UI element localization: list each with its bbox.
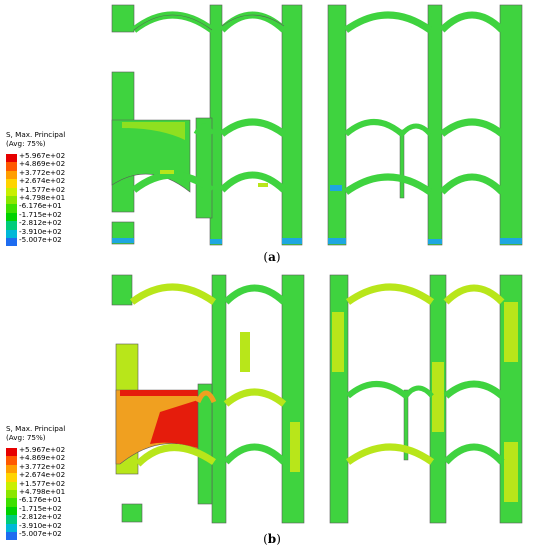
legend-swatch xyxy=(6,506,17,516)
legend-swatch xyxy=(6,489,17,499)
legend-swatch xyxy=(6,162,17,171)
panel-b: S, Max. Principal (Avg: 75%) +5.967e+02 +… xyxy=(0,272,544,550)
legend-swatch xyxy=(6,531,17,541)
legend-value: -2.812e+02 xyxy=(19,218,62,228)
legend-value: -6.176e+01 xyxy=(19,495,62,505)
legend-value: +3.772e+02 xyxy=(19,167,66,177)
legend-value: -1.715e+02 xyxy=(19,209,62,219)
legend-value: +1.577e+02 xyxy=(19,184,66,194)
legend-swatch xyxy=(6,212,17,222)
legend-swatch xyxy=(6,154,17,163)
legend-swatch xyxy=(6,170,17,180)
legend-value: +5.967e+02 xyxy=(19,445,66,454)
legend-values: +5.967e+02 +4.869e+02 +3.772e+02 +2.674e+02… xyxy=(19,445,66,539)
legend-value: -5.007e+02 xyxy=(19,235,62,245)
legend-swatch xyxy=(6,464,17,474)
legend-swatch xyxy=(6,221,17,230)
legend-value: -6.176e+01 xyxy=(19,201,62,211)
legend-value: +4.798e+01 xyxy=(19,193,66,203)
legend-swatch xyxy=(6,515,17,524)
legend-value: +4.869e+02 xyxy=(19,453,66,463)
legend-swatch xyxy=(6,237,17,247)
legend-swatch xyxy=(6,473,17,482)
legend-value: +1.577e+02 xyxy=(19,478,66,488)
legend-swatch xyxy=(6,229,17,238)
legend-title: S, Max. Principal (Avg: 75%) xyxy=(6,130,66,148)
panel-label-a: (a) xyxy=(263,250,281,264)
legend-value: +4.869e+02 xyxy=(19,159,66,169)
color-legend-b: S, Max. Principal (Avg: 75%) +5.967e+02 +… xyxy=(6,424,76,541)
legend-title: S, Max. Principal (Avg: 75%) xyxy=(6,424,66,442)
legend-values: +5.967e+02 +4.869e+02 +3.772e+02 +2.674e+02… xyxy=(19,151,66,245)
stress-contour-model-a xyxy=(111,4,523,246)
legend-value: -3.910e+02 xyxy=(19,226,62,236)
legend-value: +5.967e+02 xyxy=(19,151,66,160)
legend-swatch xyxy=(6,523,17,532)
legend-swatch xyxy=(6,204,17,213)
panel-label-b: (b) xyxy=(263,532,281,546)
legend-value: +4.798e+01 xyxy=(19,487,66,497)
legend-swatches xyxy=(6,448,17,541)
legend-value: -3.910e+02 xyxy=(19,520,62,530)
legend-value: +2.674e+02 xyxy=(19,470,66,480)
legend-swatch xyxy=(6,195,17,205)
panel-a: S, Max. Principal (Avg: 75%) +5.967e+02 +… xyxy=(0,0,544,268)
color-legend-a: S, Max. Principal (Avg: 75%) +5.967e+02 +… xyxy=(6,130,76,247)
legend-value: +3.772e+02 xyxy=(19,461,66,471)
legend-value: +2.674e+02 xyxy=(19,176,66,186)
legend-swatch xyxy=(6,448,17,457)
legend-swatch xyxy=(6,481,17,490)
stress-contour-model-b xyxy=(111,274,523,524)
legend-value: -1.715e+02 xyxy=(19,503,62,513)
legend-value: -5.007e+02 xyxy=(19,529,62,539)
legend-swatch xyxy=(6,498,17,507)
legend-swatch xyxy=(6,179,17,188)
legend-value: -2.812e+02 xyxy=(19,512,62,522)
legend-swatch xyxy=(6,187,17,196)
legend-swatch xyxy=(6,456,17,465)
legend-swatches xyxy=(6,154,17,247)
